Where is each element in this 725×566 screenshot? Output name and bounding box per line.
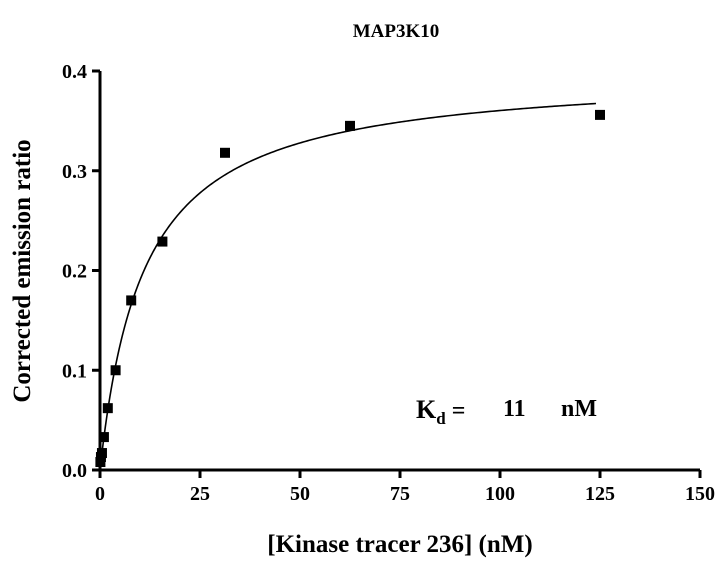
data-point [110, 365, 121, 376]
x-tick-label: 75 [390, 483, 410, 505]
kd-symbol: K [416, 395, 437, 424]
data-point [126, 295, 137, 306]
x-axis-label: [Kinase tracer 236] (nM) [267, 531, 532, 558]
chart-title: MAP3K10 [353, 21, 440, 42]
x-tick-label: 125 [585, 483, 615, 505]
data-point [102, 403, 113, 414]
kd-value: 11 [503, 396, 526, 422]
data-point [345, 120, 355, 131]
y-tick-label: 0.2 [62, 261, 87, 283]
y-tick-label: 0.1 [62, 360, 87, 382]
data-point [595, 109, 605, 120]
y-tick-label: 0.3 [62, 161, 87, 183]
data-point [220, 147, 230, 158]
y-tick-label: 0.4 [62, 61, 87, 83]
x-axis-ticks: 0 25 50 75 100 125 150 [95, 470, 715, 505]
y-axis-ticks: 0.0 0.1 0.2 0.3 0.4 [62, 61, 100, 482]
x-tick-label: 50 [290, 483, 310, 505]
plot-area: 0.0 0.1 0.2 0.3 0.4 0 25 50 75 100 125 150 [62, 61, 715, 505]
fit-curve [99, 102, 597, 471]
kd-unit: nM [561, 396, 597, 422]
kd-subscript: d [436, 409, 446, 428]
data-point [157, 236, 168, 247]
x-tick-label: 0 [95, 483, 105, 505]
x-tick-label: 150 [685, 483, 715, 505]
x-tick-label: 25 [190, 483, 210, 505]
kd-annotation: Kd = [416, 395, 465, 428]
data-point [96, 448, 107, 459]
data-point [98, 432, 109, 443]
kd-equals: = [446, 398, 466, 424]
y-axis-label: Corrected emission ratio [9, 139, 36, 402]
y-tick-label: 0.0 [62, 460, 87, 482]
x-tick-label: 100 [485, 483, 515, 505]
data-points [95, 109, 605, 468]
